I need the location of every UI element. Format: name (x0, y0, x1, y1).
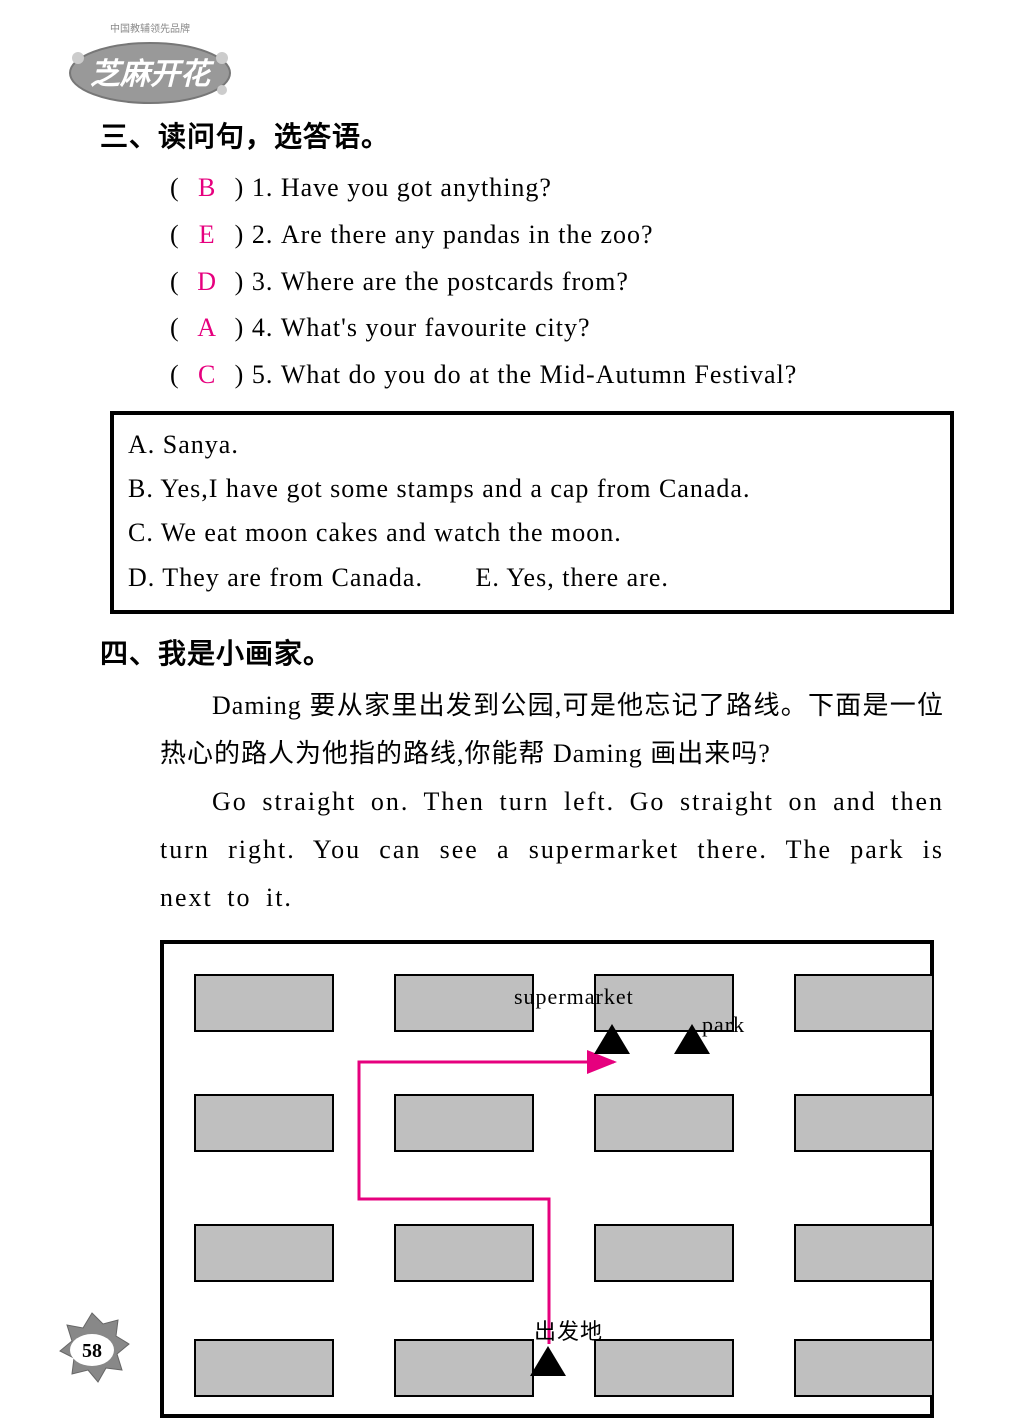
map-block (194, 1339, 334, 1397)
question-row: ( D ) 3. Where are the postcards from? (170, 259, 964, 306)
q-num: 5. (252, 352, 274, 399)
worksheet-page: 中国教辅领先品牌 芝麻开花 三、读问句，选答语。 ( B ) 1. Have y… (0, 0, 1024, 1405)
q-text: Are there any pandas in the zoo? (281, 212, 654, 259)
marker-triangle-icon (530, 1346, 566, 1376)
choice-e: E. Yes, there are. (475, 563, 668, 592)
answer-5: C (187, 352, 227, 399)
q-num: 4. (252, 305, 274, 352)
q-num: 1. (252, 165, 274, 212)
question-list: ( B ) 1. Have you got anything? ( E ) 2.… (170, 165, 964, 399)
choice-a: A. Sanya. (128, 423, 936, 467)
answer-3: D (187, 259, 227, 306)
map-block (594, 1224, 734, 1282)
map-block (194, 974, 334, 1032)
q-num: 2. (252, 212, 274, 259)
marker-triangle-icon (594, 1024, 630, 1054)
question-row: ( C ) 5. What do you do at the Mid-Autum… (170, 352, 964, 399)
section-4-heading: 四、我是小画家。 (100, 632, 964, 672)
answer-1: B (187, 165, 227, 212)
choice-d: D. They are from Canada. (128, 563, 423, 592)
map-block (794, 974, 934, 1032)
map-block (794, 1094, 934, 1152)
svg-text:芝麻开花: 芝麻开花 (90, 58, 215, 91)
map-block (194, 1094, 334, 1152)
page-number: 58 (82, 1340, 102, 1362)
choice-c: C. We eat moon cakes and watch the moon. (128, 511, 936, 555)
map-diagram: supermarket park 出发地 (160, 940, 934, 1418)
supermarket-label: supermarket (514, 984, 634, 1010)
map-block (394, 1339, 534, 1397)
svg-text:中国教辅领先品牌: 中国教辅领先品牌 (110, 22, 190, 35)
question-row: ( E ) 2. Are there any pandas in the zoo… (170, 212, 964, 259)
brand-logo: 中国教辅领先品牌 芝麻开花 (60, 18, 240, 108)
question-row: ( A ) 4. What's your favourite city? (170, 305, 964, 352)
q-text: Have you got anything? (281, 165, 552, 212)
q-num: 3. (252, 259, 274, 306)
map-block (394, 1224, 534, 1282)
map-block (594, 1339, 734, 1397)
map-block (794, 1224, 934, 1282)
q-text: What do you do at the Mid-Autumn Festiva… (281, 352, 797, 399)
q-text: Where are the postcards from? (281, 259, 629, 306)
map-block (794, 1339, 934, 1397)
answer-choices-box: A. Sanya. B. Yes,I have got some stamps … (110, 411, 954, 614)
answer-2: E (187, 212, 227, 259)
map-block (194, 1224, 334, 1282)
directions-text: Go straight on. Then turn left. Go strai… (160, 778, 944, 922)
section-4-intro: Daming 要从家里出发到公园,可是他忘记了路线。下面是一位热心的路人为他指的… (160, 682, 944, 778)
choice-b: B. Yes,I have got some stamps and a cap … (128, 467, 936, 511)
map-block (394, 974, 534, 1032)
park-label: park (702, 1012, 745, 1038)
map-block (594, 1094, 734, 1152)
q-text: What's your favourite city? (281, 305, 591, 352)
page-number-badge: 58 (55, 1310, 130, 1385)
question-row: ( B ) 1. Have you got anything? (170, 165, 964, 212)
start-label: 出发地 (534, 1314, 603, 1346)
answer-4: A (187, 305, 227, 352)
section-3-heading: 三、读问句，选答语。 (100, 115, 964, 155)
map-block (394, 1094, 534, 1152)
